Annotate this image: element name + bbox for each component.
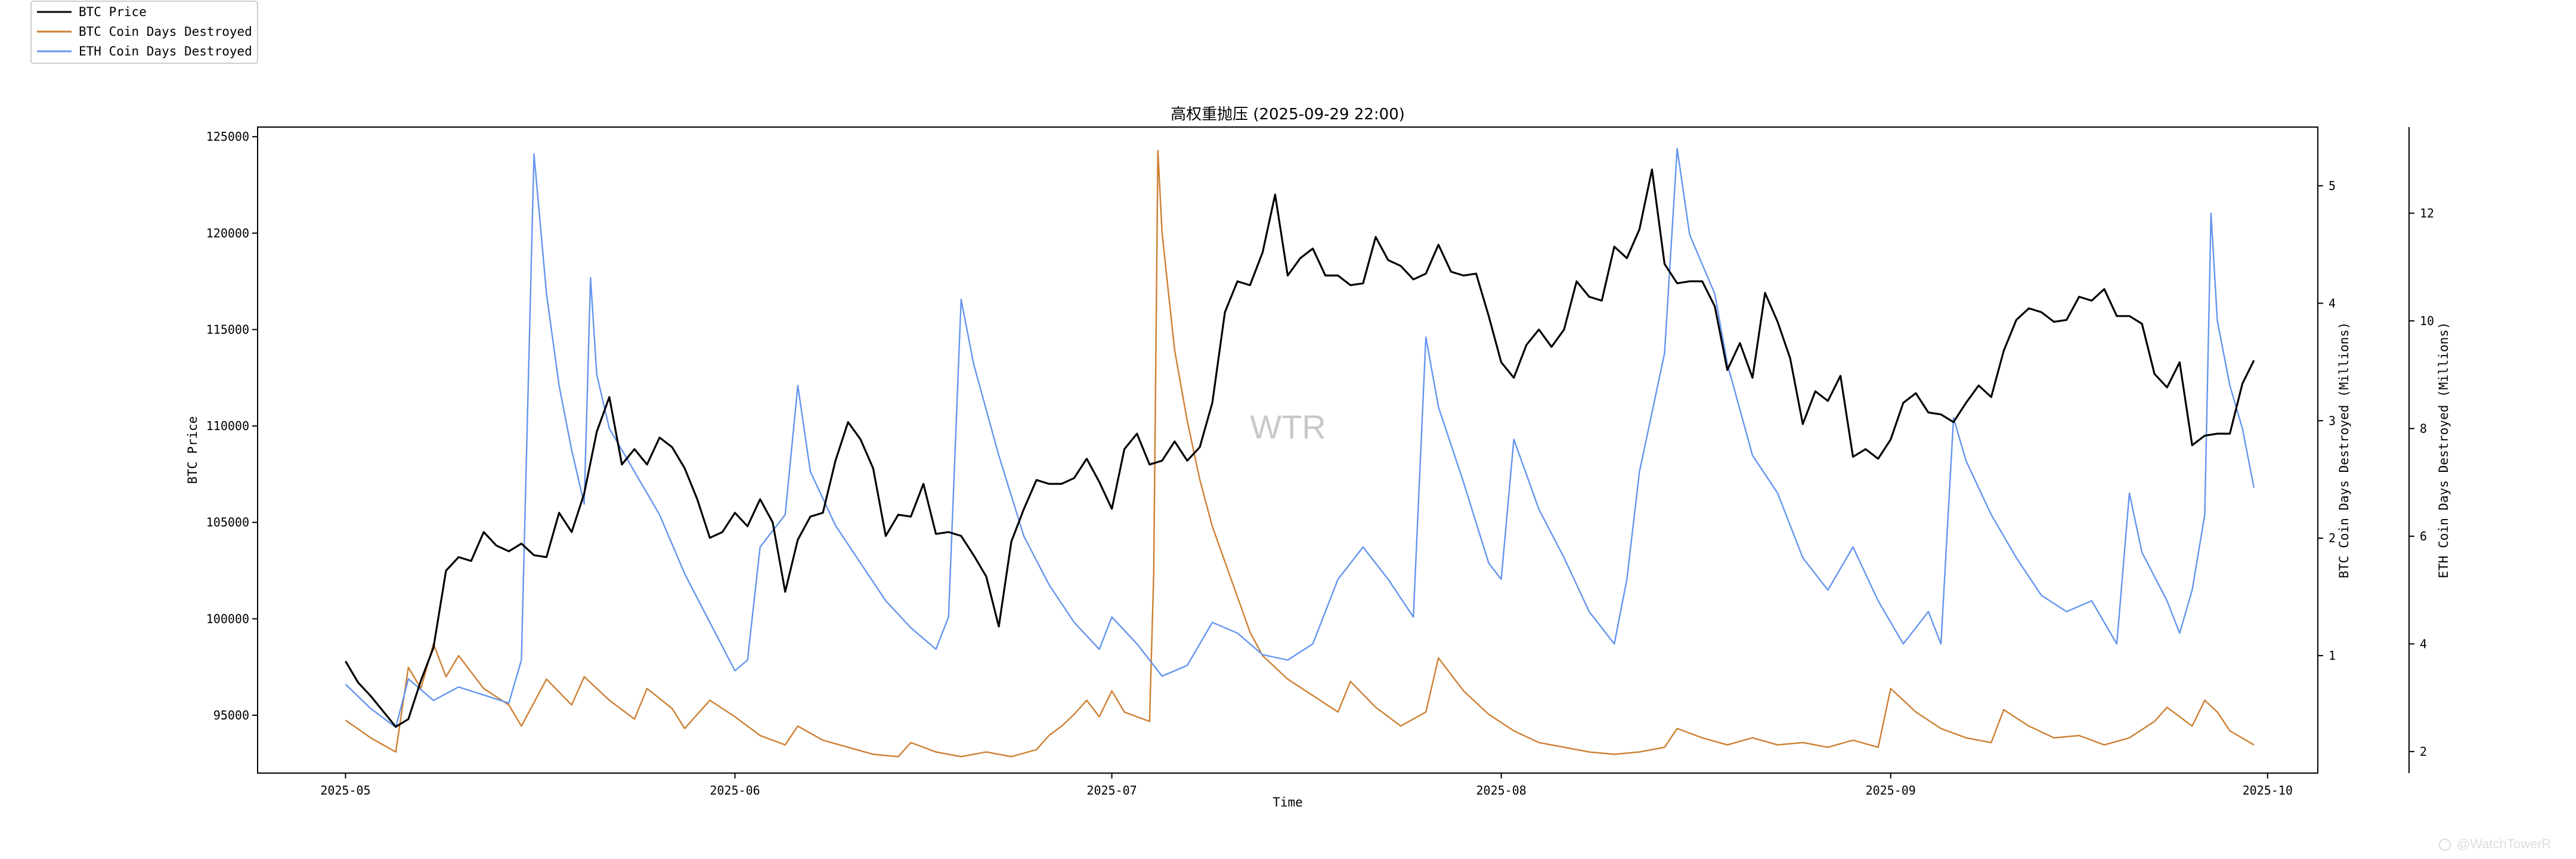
plot-lines [345,147,2255,758]
y-right1-tick-label: 4 [2329,296,2336,310]
x-tick-label: 2025-05 [320,783,370,798]
legend: BTC Price BTC Coin Days Destroyed ETH Coin… [30,1,258,64]
x-tick-label: 2025-09 [1866,783,1916,798]
y-right2-tick-label: 4 [2420,636,2427,651]
legend-label: ETH Coin Days Destroyed [79,44,252,58]
y-right1-tick-label: 5 [2329,178,2336,193]
y-right1-tick-label: 2 [2329,531,2336,545]
y-right2-tick-label: 10 [2420,314,2434,328]
y-axis-right1-label: BTC Coin Days Destroyed (Millions) [2337,322,2351,579]
legend-label: BTC Price [79,5,147,19]
legend-label: BTC Coin Days Destroyed [79,24,252,39]
x-tick-label: 2025-06 [710,783,760,798]
y-left-tick-label: 100000 [206,611,249,626]
y-right2-tick-label: 6 [2420,529,2427,543]
plot-frame [257,126,2318,774]
y-left-tick-label: 105000 [206,515,249,530]
x-tick-label: 2025-07 [1086,783,1137,798]
y-right2-tick-label: 8 [2420,421,2427,435]
watermark-corner-text: @WatchTowerR [2457,836,2551,851]
axes: 2025-05 2025-06 2025-07 2025-08 2025-09 2025-… [206,127,2434,798]
y-left-tick-label: 120000 [206,226,249,240]
y-right2-tick-label: 12 [2420,206,2434,220]
y-axis-left-label: BTC Price [185,416,200,484]
y-right2-tick-label: 2 [2420,744,2427,759]
y-right1-tick-label: 3 [2329,413,2336,428]
chart-title: 高权重抛压 (2025-09-29 22:00) [1171,106,1405,123]
watermark-center: WTR [1250,408,1326,446]
legend-box [30,1,258,64]
y-right1-tick-label: 1 [2329,648,2336,663]
x-tick-label: 2025-08 [1476,783,1526,798]
series-line-eth-cdd [345,147,2255,728]
y-axis-right2-label: ETH Coin Days Destroyed (Millions) [2436,322,2451,579]
x-axis-label: Time [1272,795,1303,809]
y-left-tick-label: 125000 [206,129,249,144]
y-left-tick-label: 110000 [206,419,249,433]
series-line-btc-price [345,168,2255,728]
corner-watermark: @WatchTowerR [2439,836,2551,851]
y-left-tick-label: 95000 [213,708,249,722]
series-line-btc-cdd [345,150,2255,758]
x-tick-label: 2025-10 [2243,783,2293,798]
y-left-tick-label: 115000 [206,322,249,336]
watermark-logo-icon [2439,839,2451,851]
